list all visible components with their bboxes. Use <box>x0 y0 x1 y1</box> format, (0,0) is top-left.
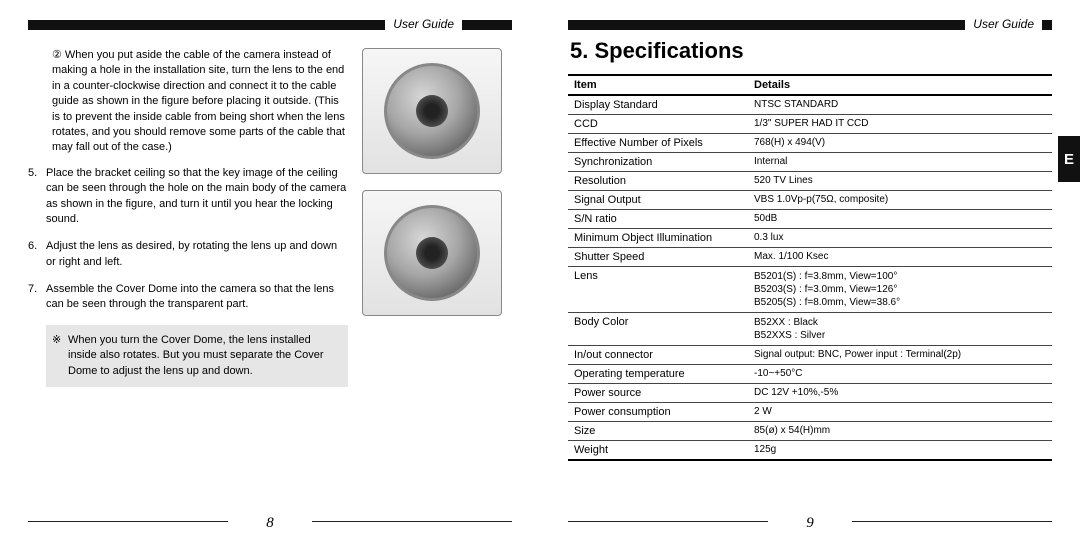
spec-item: Operating temperature <box>568 365 748 384</box>
spec-details: 0.3 lux <box>748 229 1052 248</box>
col-details: Details <box>748 75 1052 95</box>
table-row: S/N ratio50dB <box>568 210 1052 229</box>
step7-marker: 7. <box>28 282 37 297</box>
table-row: SynchronizationInternal <box>568 153 1052 172</box>
step-5: 5. Place the bracket ceiling so that the… <box>28 166 348 228</box>
header-label-left: User Guide <box>385 17 462 31</box>
header-rule-left: User Guide <box>28 20 512 30</box>
table-row: Power consumption2 W <box>568 403 1052 422</box>
table-row: Operating temperature-10~+50°C <box>568 365 1052 384</box>
step6-marker: 6. <box>28 239 37 254</box>
step5-marker: 5. <box>28 166 37 181</box>
table-row: Display StandardNTSC STANDARD <box>568 95 1052 115</box>
table-row: Resolution520 TV Lines <box>568 172 1052 191</box>
spec-item: Weight <box>568 441 748 461</box>
spec-details: VBS 1.0Vp-p(75Ω, composite) <box>748 191 1052 210</box>
spec-item: Synchronization <box>568 153 748 172</box>
spec-header-row: Item Details <box>568 75 1052 95</box>
table-row: Minimum Object Illumination0.3 lux <box>568 229 1052 248</box>
section-title: 5. Specifications <box>570 38 1052 64</box>
dome-illustration-bottom <box>384 205 480 301</box>
spec-details: B5201(S) : f=3.8mm, View=100°B5203(S) : … <box>748 267 1052 313</box>
spec-details: B52XX : BlackB52XXS : Silver <box>748 313 1052 346</box>
spec-item: Shutter Speed <box>568 248 748 267</box>
callout-marker: ※ <box>52 333 61 348</box>
spec-item: Resolution <box>568 172 748 191</box>
callout-body: When you turn the Cover Dome, the lens i… <box>68 334 324 377</box>
table-row: Shutter SpeedMax. 1/100 Ksec <box>568 248 1052 267</box>
table-row: Power sourceDC 12V +10%,-5% <box>568 384 1052 403</box>
spec-item: Body Color <box>568 313 748 346</box>
spec-item: S/N ratio <box>568 210 748 229</box>
step-2-sub: ② When you put aside the cable of the ca… <box>28 48 348 156</box>
table-row: LensB5201(S) : f=3.8mm, View=100°B5203(S… <box>568 267 1052 313</box>
spec-item: In/out connector <box>568 346 748 365</box>
spec-item: Size <box>568 422 748 441</box>
step5-body: Place the bracket ceiling so that the ke… <box>46 167 346 225</box>
left-image-column <box>362 48 512 387</box>
page-left: User Guide ② When you put aside the cabl… <box>0 0 540 540</box>
spec-details: Signal output: BNC, Power input : Termin… <box>748 346 1052 365</box>
table-row: Effective Number of Pixels768(H) x 494(V… <box>568 134 1052 153</box>
spec-details: 2 W <box>748 403 1052 422</box>
col-item: Item <box>568 75 748 95</box>
table-row: In/out connectorSignal output: BNC, Powe… <box>568 346 1052 365</box>
table-row: Weight125g <box>568 441 1052 461</box>
spec-item: Power source <box>568 384 748 403</box>
step-7: 7. Assemble the Cover Dome into the came… <box>28 282 348 313</box>
spec-details: Max. 1/100 Ksec <box>748 248 1052 267</box>
spec-item: Signal Output <box>568 191 748 210</box>
spec-item: Minimum Object Illumination <box>568 229 748 248</box>
spec-details: 520 TV Lines <box>748 172 1052 191</box>
spec-item: CCD <box>568 115 748 134</box>
step2-body: ② When you put aside the cable of the ca… <box>52 49 345 153</box>
left-text-column: ② When you put aside the cable of the ca… <box>28 48 348 387</box>
spec-details: 85(ø) x 54(H)mm <box>748 422 1052 441</box>
page-right: User Guide 5. Specifications Item Detail… <box>540 0 1080 540</box>
spec-details: NTSC STANDARD <box>748 95 1052 115</box>
spec-item: Power consumption <box>568 403 748 422</box>
left-content: ② When you put aside the cable of the ca… <box>28 32 512 387</box>
spec-details: 1/3" SUPER HAD IT CCD <box>748 115 1052 134</box>
spec-details: Internal <box>748 153 1052 172</box>
spec-item: Lens <box>568 267 748 313</box>
spec-details: 125g <box>748 441 1052 461</box>
side-tab: E <box>1058 136 1080 182</box>
step7-body: Assemble the Cover Dome into the camera … <box>46 283 334 310</box>
spec-details: -10~+50°C <box>748 365 1052 384</box>
spec-details: 50dB <box>748 210 1052 229</box>
page-number-right: 9 <box>540 515 1080 532</box>
spec-details: 768(H) x 494(V) <box>748 134 1052 153</box>
callout-note: ※ When you turn the Cover Dome, the lens… <box>46 325 348 387</box>
table-row: Body ColorB52XX : BlackB52XXS : Silver <box>568 313 1052 346</box>
spec-table: Item Details Display StandardNTSC STANDA… <box>568 74 1052 461</box>
spec-item: Display Standard <box>568 95 748 115</box>
step-6: 6. Adjust the lens as desired, by rotati… <box>28 239 348 270</box>
table-row: CCD1/3" SUPER HAD IT CCD <box>568 115 1052 134</box>
figure-bottom <box>362 190 502 316</box>
header-rule-right: User Guide <box>568 20 1052 30</box>
dome-illustration-top <box>384 63 480 159</box>
table-row: Signal OutputVBS 1.0Vp-p(75Ω, composite) <box>568 191 1052 210</box>
figure-top <box>362 48 502 174</box>
spec-details: DC 12V +10%,-5% <box>748 384 1052 403</box>
step6-body: Adjust the lens as desired, by rotating … <box>46 240 337 267</box>
table-row: Size85(ø) x 54(H)mm <box>568 422 1052 441</box>
header-label-right: User Guide <box>965 17 1042 31</box>
page-number-left: 8 <box>0 515 540 532</box>
spec-item: Effective Number of Pixels <box>568 134 748 153</box>
